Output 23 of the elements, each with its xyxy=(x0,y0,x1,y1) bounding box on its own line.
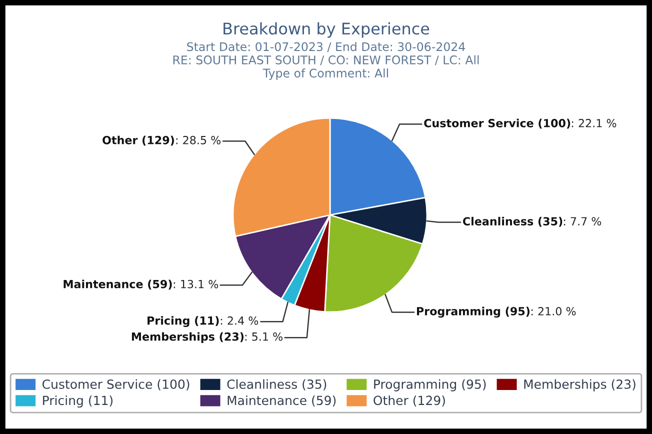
slice-label: Memberships (23) xyxy=(132,332,244,343)
slice-label: Pricing (11) xyxy=(148,316,219,327)
data-label: : 28.5 % xyxy=(176,136,221,144)
legend-label: Customer Service (100) xyxy=(42,379,190,390)
legend-label: Programming (95) xyxy=(374,379,486,392)
data-label: : 7.7 % xyxy=(564,217,602,226)
chart-subtitle: Start Date: 01-07-2023 / End Date: 30-06-2024 RE: SOUTH EAST SOUTH / CO: NEW FOREST / LC: All Type of Comment: All xyxy=(173,42,479,80)
data-label: : 5.1 % xyxy=(245,332,282,341)
legend-label: Pricing (11) xyxy=(43,395,112,408)
legend-label: Maintenance (59) xyxy=(228,395,336,407)
slice-label: Other (129) xyxy=(102,136,174,146)
data-label: : 2.4 % xyxy=(220,316,258,325)
legend-label: Cleanliness (35) xyxy=(227,379,326,390)
slice-label: Cleanliness (35) xyxy=(462,216,562,227)
legend-label: Other (129) xyxy=(374,395,445,407)
slice-label: Customer Service (100) xyxy=(424,118,570,129)
slice-label: Maintenance (59) xyxy=(64,280,172,290)
slice-label: Programming (95) xyxy=(416,306,530,318)
data-label: : 22.1 % xyxy=(572,118,616,128)
data-label: : 13.1 % xyxy=(174,280,218,288)
data-label: : 21.0 % xyxy=(532,307,576,316)
legend-label: Memberships (23) xyxy=(524,379,636,392)
chart-title: Breakdown by Experience xyxy=(224,22,430,38)
